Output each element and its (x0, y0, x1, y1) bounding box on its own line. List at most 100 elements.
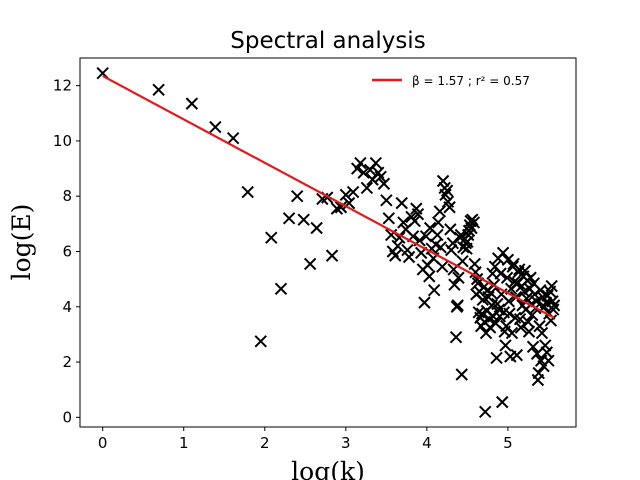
scatter-point (449, 330, 463, 344)
scatter-point (443, 201, 456, 214)
scatter-point (462, 228, 475, 242)
scatter-point (502, 295, 515, 308)
scatter-markers (96, 66, 561, 419)
scatter-point (496, 246, 510, 260)
fit-line (102, 74, 555, 319)
scatter-point (534, 283, 547, 297)
y-tick-label: 10 (53, 132, 72, 150)
y-tick-label: 12 (53, 77, 72, 95)
scatter-point (325, 249, 339, 262)
scatter-point (526, 340, 540, 354)
scatter-point (467, 216, 481, 229)
scatter-point (397, 216, 410, 229)
scatter-point (185, 97, 199, 110)
x-tick-label: 3 (341, 434, 351, 452)
scatter-point (510, 348, 524, 362)
scatter-point (297, 213, 310, 226)
scatter-point (434, 241, 447, 254)
scatter-point (522, 325, 536, 338)
scatter-point (357, 166, 370, 179)
plot-area (80, 58, 576, 427)
scatter-point (354, 156, 367, 170)
y-tick-label: 0 (62, 408, 72, 426)
fit-line-group (102, 74, 555, 319)
scatter-point (494, 267, 507, 280)
x-tick-label: 5 (503, 434, 513, 452)
x-tick-label: 4 (422, 434, 432, 452)
scatter-point (432, 216, 445, 229)
scatter-point (499, 339, 512, 352)
scatter-point (334, 201, 348, 214)
y-tick-label: 6 (62, 242, 72, 260)
legend-label-fit: β = 1.57 ; r² = 0.57 (412, 74, 530, 88)
scatter-point (545, 279, 558, 293)
scatter-point (547, 299, 561, 312)
scatter-point (500, 271, 514, 284)
axes-frame (79, 57, 577, 428)
scatter-point (479, 405, 492, 419)
x-tick-label: 1 (179, 434, 189, 452)
scatter-point (503, 307, 516, 320)
scatter-point (530, 295, 543, 308)
scatter-point (427, 283, 441, 297)
scatter-point (209, 120, 222, 134)
scatter-point (360, 181, 374, 195)
scatter-point (452, 271, 465, 284)
y-axis-label: log(E) (7, 204, 36, 281)
scatter-point (547, 303, 560, 316)
scatter-point (402, 250, 416, 264)
scatter-point (501, 253, 515, 266)
chart-title: Spectral analysis (230, 28, 425, 54)
scatter-point (440, 184, 454, 197)
scatter-point (532, 366, 545, 380)
scatter-point (241, 185, 254, 199)
scatter-point (533, 319, 546, 333)
scatter-point (423, 270, 436, 283)
scatter-point (350, 162, 364, 175)
scatter-point (490, 351, 503, 365)
scatter-point (436, 260, 449, 273)
scatter-point (542, 354, 555, 367)
scatter-point (408, 214, 421, 228)
scatter-point (374, 170, 387, 184)
y-tick-label: 2 (62, 353, 72, 371)
scatter-point (524, 271, 537, 284)
x-tick-label: 2 (260, 434, 270, 452)
scatter-point (444, 223, 457, 236)
scatter-point (226, 131, 240, 145)
scatter-point (282, 212, 296, 225)
scatter-point (496, 395, 509, 409)
scatter-point (152, 83, 165, 96)
scatter-point (395, 196, 408, 210)
scatter-point (303, 257, 317, 271)
scatter-point (389, 249, 402, 262)
scatter-point (382, 212, 395, 225)
scatter-point (484, 286, 498, 300)
x-tick-label: 0 (98, 434, 108, 452)
scatter-point (456, 254, 469, 268)
scatter-point (369, 156, 383, 170)
scatter-point (380, 194, 393, 207)
scatter-point (526, 308, 539, 322)
y-tick-label: 4 (62, 298, 72, 316)
scatter-point (439, 188, 452, 202)
scatter-point (451, 299, 464, 312)
scatter-point (346, 185, 360, 199)
plot-background (80, 58, 576, 427)
scatter-point (479, 326, 493, 340)
legend: β = 1.57 ; r² = 0.57 (372, 74, 530, 88)
scatter-point (254, 335, 267, 348)
scatter-point (339, 188, 353, 202)
scatter-point (290, 189, 304, 203)
scatter-point (521, 315, 535, 329)
scatter-point (411, 207, 425, 221)
scatter-point (433, 205, 447, 218)
scatter-point (483, 321, 497, 334)
scatter-point (385, 228, 398, 242)
scatter-point (377, 177, 391, 190)
scatter-point (265, 231, 278, 244)
scatter-point (274, 282, 288, 296)
scatter-point (419, 230, 433, 243)
scatter-point (431, 228, 444, 242)
